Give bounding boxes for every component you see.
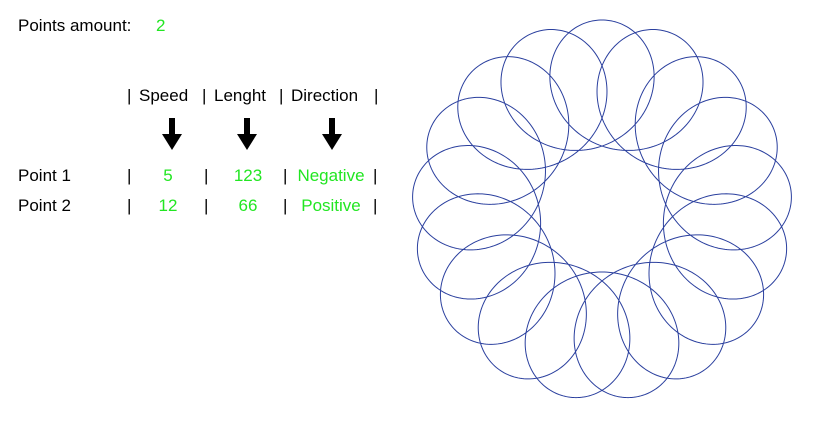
- row-2-separator-2: |: [204, 196, 209, 215]
- row-1-separator-3: |: [283, 166, 288, 185]
- row-1-separator-4: |: [373, 166, 378, 185]
- arrow-down-icon: [162, 118, 182, 150]
- arrow-down-icon: [237, 118, 257, 150]
- point-2-length: 66: [238, 196, 258, 215]
- point-1-direction: Negative: [297, 166, 365, 185]
- point-1-speed: 5: [163, 166, 173, 185]
- point-1-length: 123: [233, 166, 263, 185]
- row-1-separator-1: |: [127, 166, 132, 185]
- header-direction: Direction: [291, 86, 359, 105]
- point-1-label: Point 1: [18, 166, 71, 185]
- header-separator-4: |: [374, 86, 379, 105]
- points-amount-value: 2: [156, 16, 166, 35]
- header-length: Lenght: [214, 86, 266, 105]
- row-2-separator-3: |: [283, 196, 288, 215]
- arrow-down-icon: [322, 118, 342, 150]
- row-2-separator-1: |: [127, 196, 132, 215]
- header-speed: Speed: [139, 86, 189, 105]
- header-separator-2: |: [202, 86, 207, 105]
- header-separator-3: |: [279, 86, 284, 105]
- header-separator-1: |: [127, 86, 132, 105]
- spirograph-curve: [412, 19, 792, 399]
- point-2-speed: 12: [158, 196, 178, 215]
- point-2-label: Point 2: [18, 196, 71, 215]
- row-2-separator-4: |: [373, 196, 378, 215]
- point-2-direction: Positive: [301, 196, 361, 215]
- row-1-separator-2: |: [204, 166, 209, 185]
- points-amount-label: Points amount:: [18, 16, 132, 35]
